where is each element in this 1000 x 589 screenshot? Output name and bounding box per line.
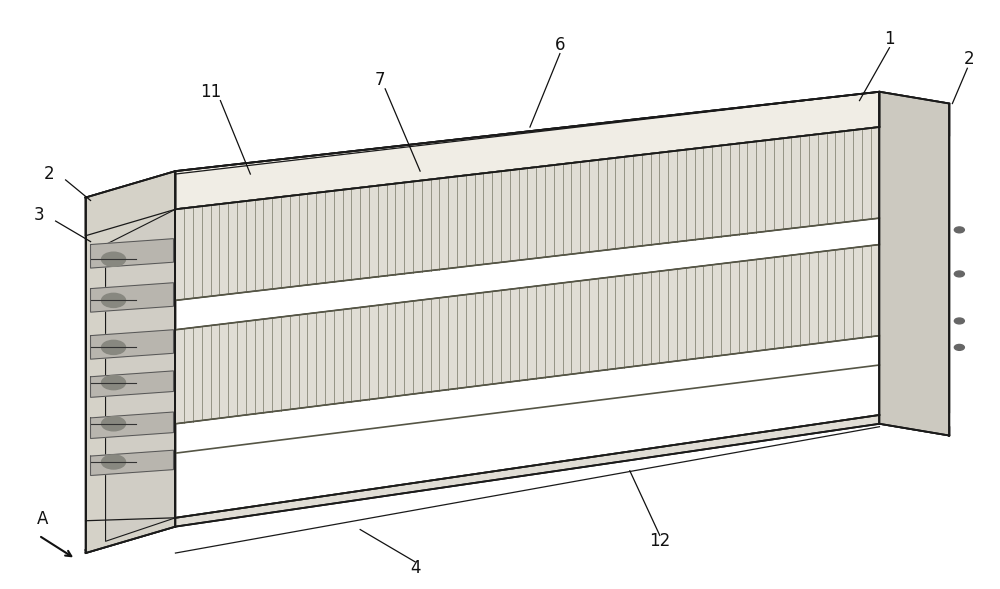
Polygon shape (86, 92, 949, 236)
Text: 2: 2 (43, 165, 54, 183)
Polygon shape (91, 330, 173, 359)
Circle shape (102, 455, 126, 469)
Polygon shape (91, 371, 173, 398)
Circle shape (954, 271, 964, 277)
Polygon shape (91, 283, 173, 312)
Text: 11: 11 (200, 83, 221, 101)
Circle shape (954, 318, 964, 324)
Text: 3: 3 (33, 206, 44, 224)
Text: 1: 1 (884, 30, 895, 48)
Polygon shape (175, 127, 879, 300)
Circle shape (102, 376, 126, 390)
Text: 6: 6 (555, 36, 565, 54)
Text: 2: 2 (964, 51, 975, 68)
Text: A: A (37, 510, 48, 528)
Text: 4: 4 (410, 559, 420, 577)
Circle shape (954, 227, 964, 233)
Polygon shape (91, 412, 173, 438)
Polygon shape (175, 92, 879, 209)
Text: 12: 12 (649, 532, 670, 550)
Text: 7: 7 (375, 71, 385, 89)
Polygon shape (86, 415, 949, 553)
Polygon shape (879, 92, 949, 435)
Polygon shape (86, 171, 175, 553)
Circle shape (954, 345, 964, 350)
Polygon shape (175, 244, 879, 423)
Circle shape (102, 252, 126, 266)
Circle shape (102, 340, 126, 355)
Circle shape (102, 293, 126, 307)
Polygon shape (91, 450, 173, 475)
Circle shape (102, 417, 126, 431)
Polygon shape (91, 239, 173, 268)
Polygon shape (106, 209, 175, 541)
